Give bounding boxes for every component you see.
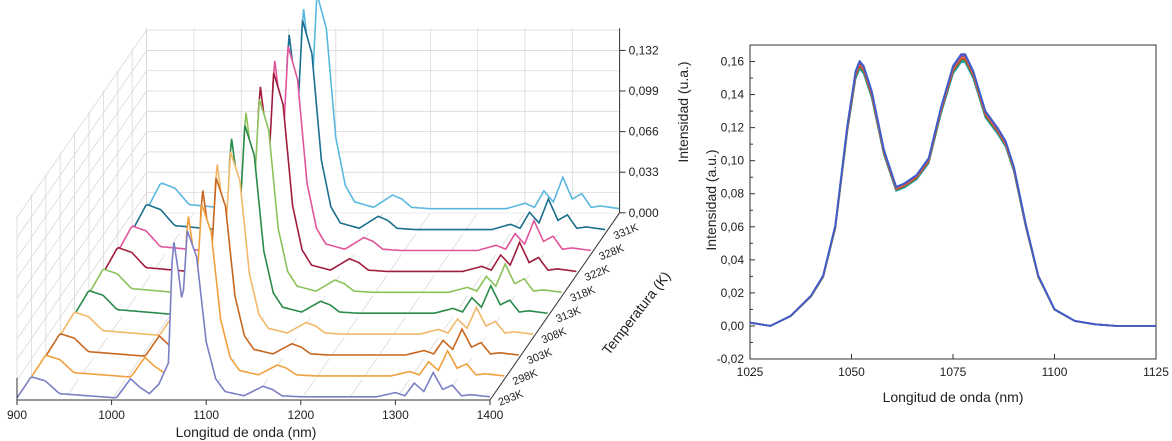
waterfall-z-ticks: 0,000 0,033 0,066 0,099 0,132: [619, 43, 659, 220]
waterfall-frame: [16, 28, 621, 401]
grid-line: [300, 212, 431, 401]
line-chart-x-label: Longitud de onda (nm): [883, 389, 1024, 405]
z-tick-label: 0,000: [629, 206, 659, 220]
temperature-tick-label: 322K: [583, 263, 612, 284]
line-series: [749, 53, 1156, 327]
temperature-tick-label: 303K: [525, 346, 554, 367]
z-tick-label: 0,066: [629, 125, 659, 139]
line-chart-series: [749, 53, 1156, 327]
waterfall-series-298K: [30, 204, 505, 378]
x-tick-label: 1100: [193, 408, 219, 422]
grid-line: [16, 111, 147, 299]
line-series: [749, 59, 1156, 327]
x-tick-label: 1075: [940, 365, 967, 379]
waterfall-series-331K: [131, 20, 606, 232]
grid-line: [395, 212, 526, 401]
line-series: [749, 54, 1156, 327]
y-tick-label: 0,16: [721, 55, 745, 69]
y-tick-label: 0,14: [721, 88, 745, 102]
y-tick-label: -0,02: [717, 352, 745, 366]
line-chart-y-ticks: -0,02 0,00 0,02 0,04 0,06 0,08 0,10 0,12 0,14 0,1…: [717, 55, 755, 377]
grid-line: [347, 212, 479, 401]
x-tick-label: 1200: [287, 408, 314, 422]
y-tick-label: 0,06: [721, 220, 745, 234]
y-tick-label: 0,08: [721, 187, 745, 201]
waterfall-chart: 900 1000 1100 1200 1300 1400 0,0000,0330,0660…: [7, 0, 691, 440]
waterfall-x-label: Longitud de onda (nm): [176, 424, 317, 440]
grid-line: [16, 29, 147, 218]
temperature-tick-label: 293K: [497, 388, 526, 409]
grid-line: [16, 192, 147, 380]
x-tick-label: 1125: [1143, 365, 1169, 379]
x-tick-label: 900: [7, 408, 27, 422]
x-tick-label: 1100: [1042, 365, 1068, 379]
waterfall-x-ticks: 900 1000 1100 1200 1300 1400: [7, 400, 504, 422]
grid-line: [16, 50, 147, 238]
grid-line: [16, 151, 147, 340]
axis-line: [489, 212, 621, 401]
grid-line: [16, 90, 147, 279]
z-tick-label: 0,033: [629, 165, 659, 179]
x-tick-label: 1050: [838, 365, 865, 379]
line-series: [749, 56, 1156, 327]
line-chart-y-label: Intensidad (a.u.): [703, 149, 719, 250]
line-series: [749, 61, 1156, 327]
z-tick-label: 0,099: [629, 84, 659, 98]
waterfall-curves: [16, 0, 620, 400]
waterfall-series-303K: [45, 177, 519, 357]
y-tick-label: 0,04: [721, 253, 745, 267]
y-tick-label: 0,10: [721, 154, 745, 168]
z-tick-label: 0,132: [629, 43, 659, 57]
waterfall-series-318K: [88, 98, 563, 295]
y-tick-label: 0,02: [721, 286, 745, 300]
x-tick-label: 1000: [98, 408, 125, 422]
grid-line: [16, 70, 147, 259]
line-chart-x-ticks: 1025 1050 1075 1100 1125: [737, 354, 1169, 379]
grid-line: [16, 131, 147, 320]
temperature-tick-label: 328K: [597, 242, 626, 263]
grid-line: [16, 171, 147, 360]
x-tick-label: 1025: [737, 365, 764, 379]
waterfall-series-308K: [59, 151, 534, 337]
line-series: [749, 58, 1156, 327]
temperature-tick-label: 308K: [540, 325, 569, 346]
waterfall-z-label: Intensidad (u.a.): [675, 61, 691, 162]
x-tick-label: 1300: [382, 408, 409, 422]
line-chart-frame: [749, 44, 1157, 360]
grid-line: [63, 212, 195, 401]
temperature-tick-label: 313K: [554, 305, 583, 326]
y-tick-label: 0,12: [721, 121, 745, 135]
line-chart: -0,02 0,00 0,02 0,04 0,06 0,08 0,10 0,12 0,14 0,1…: [703, 44, 1169, 405]
waterfall-series-293K: [16, 230, 491, 399]
waterfall-series-328K: [117, 46, 591, 253]
waterfall-temperature-label: Temperatura (K): [599, 268, 674, 358]
waterfall-series-322K: [102, 72, 577, 274]
temperature-tick-label: 298K: [511, 367, 540, 388]
temperature-tick-label: 331K: [612, 221, 641, 242]
y-tick-label: 0,00: [721, 319, 745, 333]
waterfall-series-313K: [73, 125, 548, 316]
temperature-tick-label: 318K: [569, 284, 598, 305]
x-tick-label: 1400: [477, 408, 504, 422]
